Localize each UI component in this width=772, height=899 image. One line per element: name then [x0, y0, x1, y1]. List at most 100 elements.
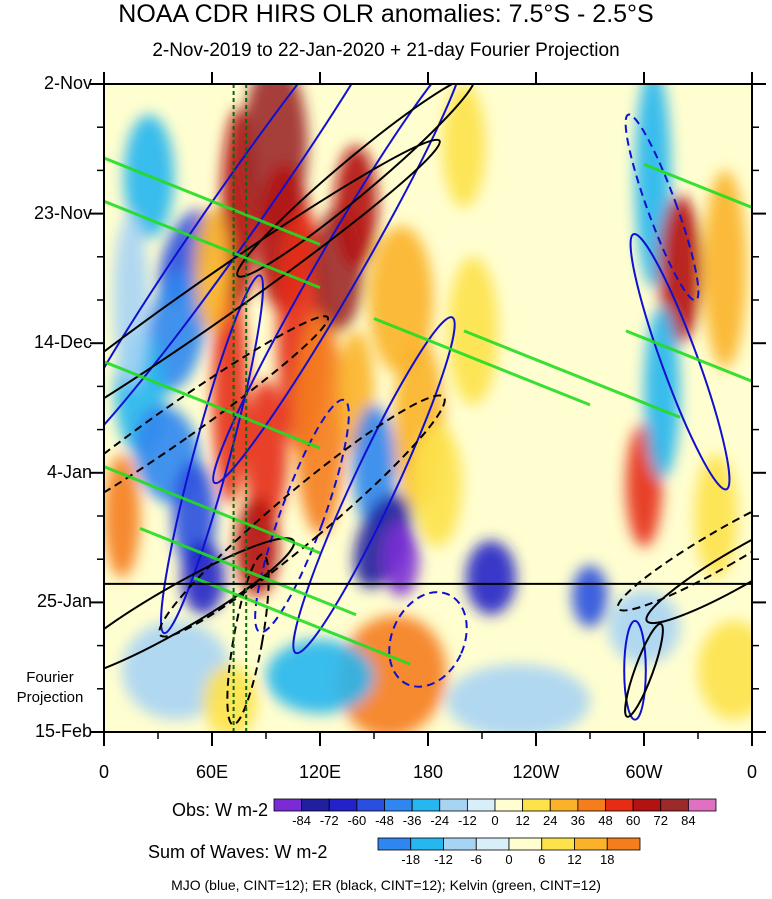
obs-colorbar-tick-label: 48: [598, 813, 613, 828]
obs-colorbar-tick-label: 84: [681, 813, 696, 828]
y-tick-label: 2-Nov: [43, 73, 92, 93]
wave-legend-text: MJO (blue, CINT=12); ER (black, CINT=12)…: [171, 877, 601, 893]
olr-anomaly-patch: [194, 207, 230, 331]
kelvin-wave-contour: [625, 329, 752, 383]
kelvin-wave-contour: [104, 156, 321, 246]
olr-anomaly-patch: [411, 423, 463, 547]
er-wave-contour: [104, 537, 296, 680]
x-tick-label: 60W: [625, 762, 663, 782]
er-wave-contour: [645, 506, 752, 625]
waves-colorbar-swatch: [541, 837, 575, 851]
olr-anomaly-patch: [644, 306, 680, 479]
er-wave-contour: [158, 394, 446, 638]
waves-colorbar-swatch: [508, 837, 543, 851]
kelvin-wave-contour: [643, 162, 752, 210]
waves-colorbar-swatch: [574, 837, 608, 851]
waves-colorbar-swatch: [377, 837, 412, 851]
olr-anomaly-patch: [572, 565, 608, 628]
obs-colorbar-tick-label: 24: [543, 813, 558, 828]
obs-colorbar-swatch: [328, 798, 358, 812]
olr-anomaly-patch: [244, 380, 288, 529]
er-wave-contour: [226, 553, 270, 726]
olr-anomaly-patch: [266, 639, 374, 714]
olr-anomaly-patch: [442, 84, 486, 208]
kelvin-wave-contour: [373, 317, 591, 407]
waves-colorbar-swatch: [475, 837, 510, 851]
olr-anomaly-patch: [694, 454, 738, 578]
obs-colorbar-tick-label: -36: [402, 813, 422, 828]
olr-anomaly-patch: [104, 454, 140, 578]
obs-colorbar-swatch: [439, 798, 468, 812]
y-tick-label: 4-Jan: [46, 461, 92, 482]
olr-anomaly-patch: [447, 256, 499, 405]
waves-colorbar-tick-label: -12: [434, 852, 453, 867]
olr-anomaly-patch: [465, 540, 517, 615]
waves-colorbar-tick-label: 12: [567, 852, 582, 867]
obs-colorbar-tick-label: -12: [457, 813, 477, 828]
obs-colorbar-tick-label: 12: [515, 813, 530, 828]
obs-colorbar-swatch: [384, 798, 413, 812]
waves-colorbar-tick-label: -18: [401, 852, 421, 867]
y-tick-label: 14-Dec: [33, 332, 92, 353]
x-tick-label: 0: [98, 762, 109, 782]
mjo-wave-contour: [212, 84, 464, 485]
mjo-wave-contour: [292, 316, 456, 655]
obs-colorbar-swatch: [466, 798, 496, 812]
olr-anomaly-patch: [383, 522, 419, 597]
olr-anomaly-patch: [446, 664, 590, 732]
waves-colorbar-tick-label: 6: [538, 852, 546, 867]
obs-colorbar-tick-label: 36: [570, 813, 586, 828]
waves-colorbar-label: Sum of Waves: W m-2: [148, 842, 328, 862]
x-tick-label: 0: [746, 762, 757, 782]
kelvin-wave-contour: [104, 465, 321, 555]
fourier-projection-label: Fourier Projection: [16, 669, 84, 706]
obs-colorbar-tick-label: 72: [653, 813, 668, 828]
obs-colorbar-tick-label: -24: [430, 813, 450, 828]
olr-anomaly-patch: [203, 664, 257, 732]
x-tick-label: 60E: [195, 762, 229, 782]
y-tick-label: 23-Nov: [33, 202, 92, 223]
olr-anomaly-patch: [703, 170, 747, 368]
obs-colorbar-tick-label: -48: [375, 813, 394, 828]
obs-colorbar-tick-label: -84: [292, 813, 312, 828]
obs-colorbar-swatch: [301, 798, 330, 812]
chart-title: NOAA CDR HIRS OLR anomalies: 7.5°S - 2.5…: [118, 0, 654, 28]
er-wave-contour: [104, 138, 441, 462]
obs-colorbar-tick-label: -72: [319, 813, 339, 828]
mjo-wave-contour: [623, 619, 647, 721]
obs-colorbar-swatch: [687, 798, 717, 812]
kelvin-wave-contour: [193, 576, 411, 666]
mjo-wave-contour: [160, 274, 264, 635]
olr-anomaly-patch: [698, 620, 752, 720]
obs-colorbar-swatch: [605, 798, 634, 812]
obs-colorbar-label: Obs: W m-2: [172, 800, 269, 820]
obs-colorbar-swatch: [411, 798, 441, 812]
obs-colorbar-swatch: [273, 798, 303, 812]
y-tick-label: 15-Feb: [34, 721, 92, 741]
y-tick-label: 25-Jan: [36, 591, 92, 612]
olr-anomaly-patch: [122, 620, 230, 720]
kelvin-wave-contour: [104, 360, 321, 450]
obs-colorbar-swatch: [494, 798, 524, 812]
x-tick-label: 180: [412, 762, 444, 782]
obs-colorbar-tick-label: 60: [625, 813, 641, 828]
waves-colorbar-tick-label: 18: [600, 852, 615, 867]
er-wave-contour: [616, 482, 752, 612]
obs-colorbar-tick-label: 0: [491, 813, 499, 828]
er-wave-contour: [624, 622, 664, 718]
waves-colorbar-swatch: [606, 837, 641, 851]
chart-subtitle: 2-Nov-2019 to 22-Jan-2020 + 21-day Fouri…: [152, 40, 620, 61]
waves-colorbar-swatch: [410, 837, 444, 851]
olr-anomaly-patch: [608, 590, 680, 665]
obs-colorbar-swatch: [632, 798, 662, 812]
waves-colorbar-tick-label: -6: [470, 852, 483, 867]
mjo-wave-contour: [629, 232, 731, 491]
mjo-wave-contour: [254, 398, 350, 634]
obs-colorbar-swatch: [577, 798, 606, 812]
olr-anomaly-patch: [113, 213, 149, 387]
waves-colorbar-swatch: [443, 837, 477, 851]
x-tick-label: 120E: [298, 762, 342, 782]
mjo-wave-contour: [624, 113, 700, 302]
obs-colorbar-swatch: [660, 798, 689, 812]
